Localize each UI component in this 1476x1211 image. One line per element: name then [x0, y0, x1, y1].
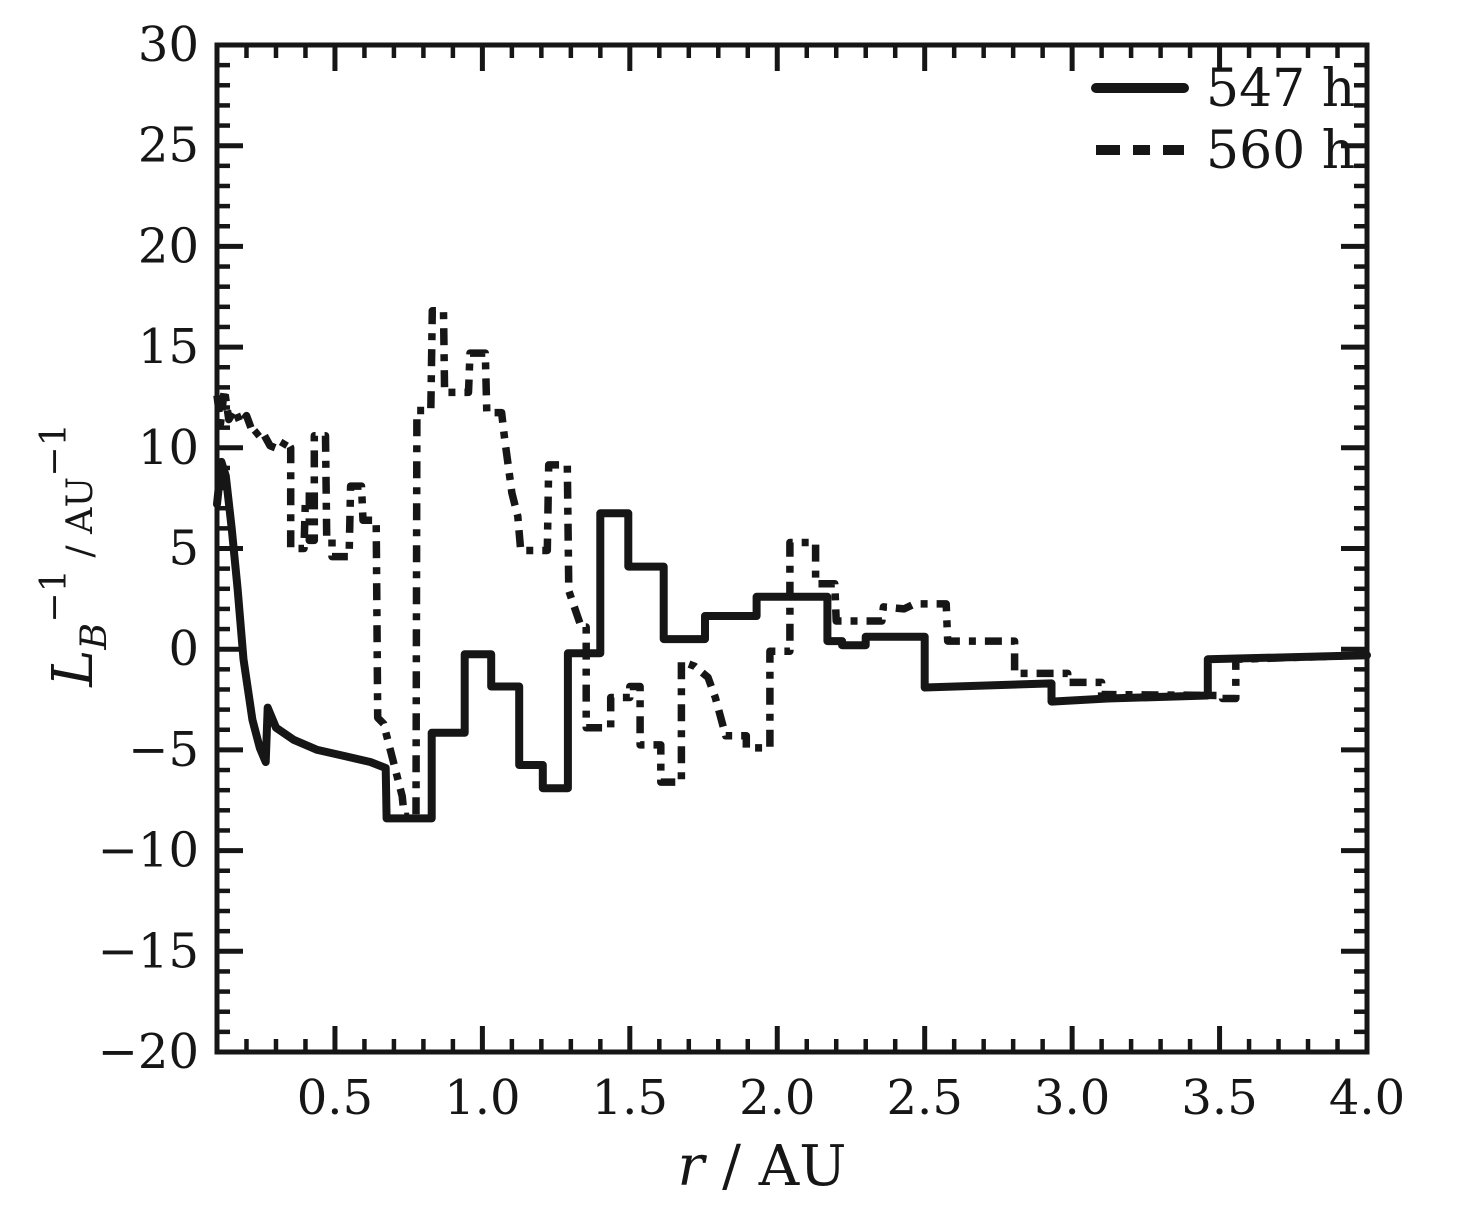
y-tick-label: −15 [98, 923, 199, 979]
x-tick-label: 2.5 [887, 1070, 963, 1126]
y-tick-label: 20 [138, 218, 199, 274]
y-tick-label: −10 [98, 823, 199, 879]
x-tick-label: 3.0 [1034, 1070, 1110, 1126]
x-tick-label: 2.0 [739, 1070, 815, 1126]
y-tick-label: 0 [168, 621, 199, 677]
y-tick-label: 15 [138, 319, 199, 375]
series-line-560-h [213, 307, 1368, 821]
y-tick-labels: −20 −15 −10 −5 0 5 10 15 20 25 30 [98, 17, 199, 1080]
x-axis-label: r / AU [678, 1134, 847, 1199]
data-series [213, 307, 1371, 823]
y-tick-label: −5 [128, 722, 199, 778]
y-axis-label: LB−1 / AU−1 [32, 423, 115, 688]
y-tick-label: 25 [138, 118, 199, 174]
x-tick-label: 0.5 [297, 1070, 373, 1126]
legend: 547 h 560 h [1091, 59, 1355, 181]
x-tick-label: 3.5 [1181, 1070, 1257, 1126]
legend-label-547h: 547 h [1206, 59, 1355, 119]
x-tick-label: 4.0 [1329, 1070, 1405, 1126]
x-tick-label: 1.0 [444, 1070, 520, 1126]
series-line-547-h [213, 457, 1371, 823]
x-tick-label: 1.5 [592, 1070, 668, 1126]
plot-frame [214, 42, 1370, 1055]
x-tick-labels: 0.5 1.0 1.5 2.0 2.5 3.0 3.5 4.0 [297, 1070, 1405, 1126]
y-tick-label: 10 [138, 420, 199, 476]
y-tick-label: −20 [98, 1024, 199, 1080]
legend-label-560h: 560 h [1206, 121, 1355, 181]
y-tick-label: 30 [138, 17, 199, 73]
y-tick-label: 5 [168, 521, 199, 577]
